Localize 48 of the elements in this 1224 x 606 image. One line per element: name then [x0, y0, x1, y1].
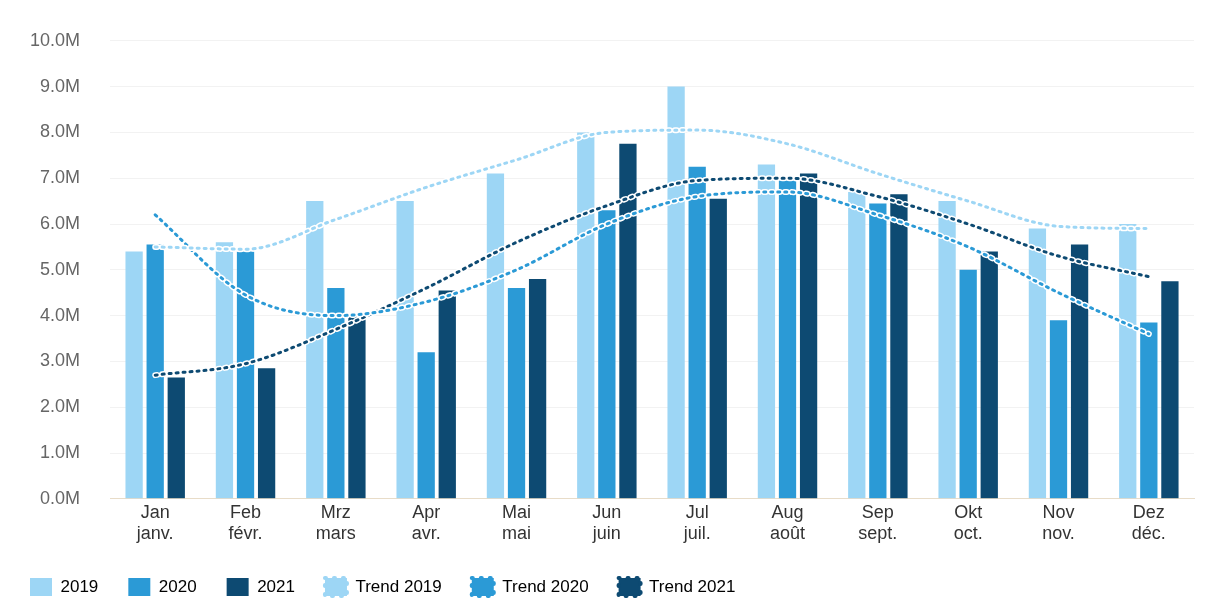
bar [146, 244, 164, 499]
bar [507, 288, 526, 499]
x-tick-label: Nov nov. [1042, 501, 1075, 544]
y-tick-label: 4.0M [40, 304, 81, 325]
y-tick-label: 8.0M [40, 121, 81, 142]
bar [486, 173, 505, 499]
x-tick-label: Jan janv. [135, 501, 174, 544]
x-tick-label: Jun juin [591, 501, 622, 544]
bar [757, 164, 776, 499]
bar [1028, 228, 1047, 499]
legend-label: 2020 [158, 576, 197, 596]
bar [167, 377, 185, 499]
bar [396, 201, 414, 499]
y-tick-label: 3.0M [40, 350, 81, 371]
bar [417, 352, 435, 499]
bar [709, 198, 727, 499]
y-tick-label: 10.0M [30, 29, 81, 50]
legend-label: 2019 [60, 576, 99, 596]
y-tick-label: 6.0M [40, 212, 81, 233]
legend-label: 2021 [257, 576, 295, 596]
legend-label: Trend 2020 [502, 576, 589, 596]
bar [1049, 320, 1068, 499]
bar [1161, 281, 1179, 499]
y-tick-label: 1.0M [40, 441, 81, 462]
bar [257, 368, 276, 499]
x-tick-label: Mrz mars [315, 501, 356, 544]
x-tick-label: Feb févr. [228, 501, 263, 544]
x-tick-label: Dez déc. [1131, 501, 1166, 544]
y-tick-label: 7.0M [40, 167, 81, 188]
y-tick-label: 9.0M [40, 75, 81, 96]
x-tick-label: Okt oct. [953, 501, 983, 544]
x-tick-label: Aug août [769, 501, 806, 544]
y-tick-label: 2.0M [40, 396, 81, 417]
bar [848, 191, 866, 499]
y-tick-label: 5.0M [40, 258, 81, 279]
x-tick-label: Jul juil. [682, 501, 711, 544]
bar [980, 251, 998, 499]
x-tick-label: Mai mai [502, 501, 532, 544]
bar [528, 278, 547, 499]
bar [938, 201, 956, 499]
bar [125, 251, 143, 499]
bar [438, 290, 456, 499]
bar [959, 269, 977, 499]
y-tick-label: 0.0M [40, 487, 81, 508]
legend-label: Trend 2019 [355, 576, 442, 596]
legend-label: Trend 2021 [649, 576, 736, 596]
x-tick-label: Apr avr. [411, 501, 441, 544]
x-tick-label: Sep sept. [858, 501, 898, 544]
